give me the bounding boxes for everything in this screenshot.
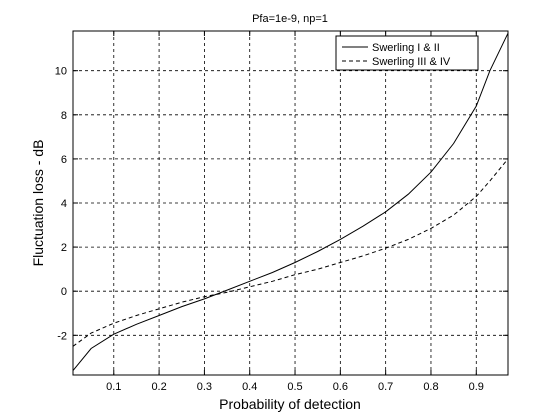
y-tick-label: -2 — [57, 330, 67, 342]
series-lines — [72, 32, 509, 371]
x-tick-label: 0.1 — [106, 381, 121, 393]
x-tick-label: 0.3 — [197, 381, 212, 393]
legend-label: Swerling I & II — [372, 42, 440, 54]
y-axis-title: Fluctuation loss - dB — [30, 140, 46, 267]
x-tick-label: 0.6 — [333, 381, 348, 393]
axis-ticks: 0.1 0.2 0.3 0.4 0.5 0.6 0.7 0.8 0.9 -2 0 2 4 6 8 10 — [55, 31, 508, 393]
y-tick-label: 2 — [61, 242, 67, 254]
x-tick-label: 0.5 — [287, 381, 302, 393]
y-tick-label: 10 — [55, 66, 67, 78]
legend: Swerling I & II Swerling III & IV — [335, 35, 479, 71]
grid — [73, 31, 508, 375]
series-line-swerling-i-ii — [72, 32, 509, 371]
series-line-swerling-iii-iv — [72, 158, 509, 347]
y-tick-label: 4 — [61, 198, 67, 210]
x-tick-label: 0.4 — [242, 381, 257, 393]
y-tick-label: 6 — [61, 154, 67, 166]
chart-title: Pfa=1e-9, np=1 — [252, 13, 328, 25]
y-tick-label: 0 — [61, 286, 67, 298]
legend-label: Swerling III & IV — [372, 56, 451, 68]
x-tick-label: 0.8 — [423, 381, 438, 393]
legend-box — [335, 35, 479, 71]
x-tick-label: 0.9 — [469, 381, 484, 393]
x-tick-label: 0.7 — [378, 381, 393, 393]
x-axis-title: Probability of detection — [219, 396, 361, 412]
y-tick-label: 8 — [61, 110, 67, 122]
x-tick-label: 0.2 — [151, 381, 166, 393]
